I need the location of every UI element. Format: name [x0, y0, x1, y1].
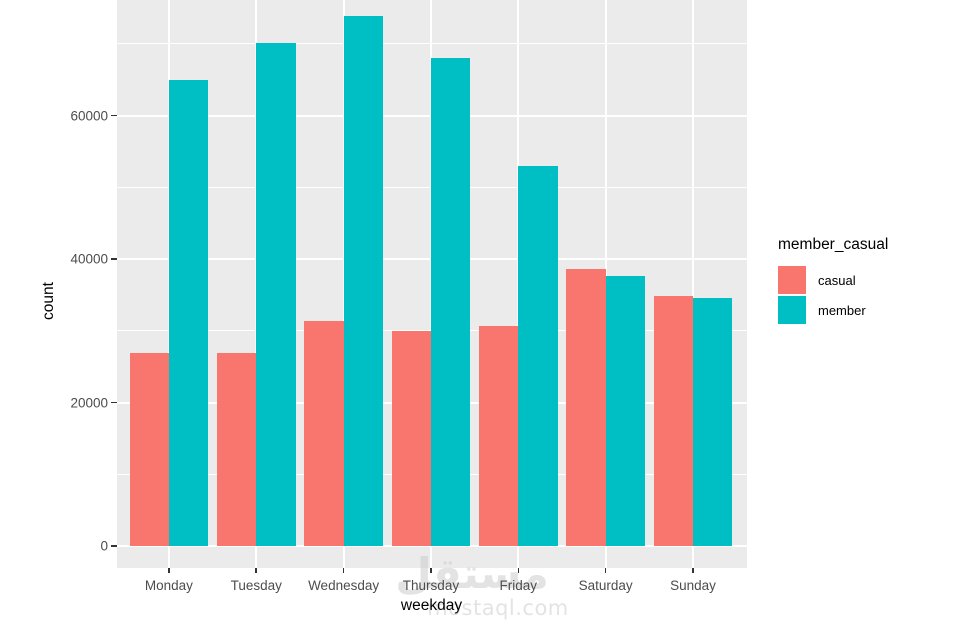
bar-casual-monday: [129, 352, 169, 546]
y-tick-mark-0: [111, 545, 117, 547]
x-tick-label-saturday: Saturday: [578, 578, 633, 593]
x-tick-mark-friday: [517, 568, 520, 573]
y-tick-label-40000: 40000: [70, 251, 108, 267]
legend-entry-casual: casual: [778, 266, 888, 294]
x-tick-mark-thursday: [430, 568, 432, 573]
x-tick-label-tuesday: Tuesday: [230, 578, 282, 593]
y-tick-mark-60000: [111, 114, 117, 117]
bar-member-saturday: [605, 276, 645, 546]
bar-casual-wednesday: [304, 321, 344, 546]
legend-title: member_casual: [778, 236, 889, 253]
y-tick-label-20000: 20000: [70, 394, 108, 410]
x-tick-label-thursday: Thursday: [402, 578, 460, 593]
x-tick-mark-wednesday: [342, 568, 345, 573]
bar-member-sunday: [693, 298, 733, 546]
x-tick-mark-tuesday: [255, 568, 258, 573]
bar-casual-tuesday: [216, 352, 257, 546]
gridline-x-sunday: [692, 0, 694, 568]
watermark-domain-text: mostaql.com: [427, 596, 569, 620]
y-tick-label-0: 0: [100, 538, 108, 554]
y-tick-mark-40000: [111, 258, 117, 260]
x-tick-label-sunday: Sunday: [670, 578, 716, 593]
watermark-arabic-logo: مستقل: [395, 549, 549, 598]
legend: member_casual casual member: [778, 236, 888, 326]
legend-swatch-member: [778, 296, 806, 324]
x-tick-mark-monday: [168, 568, 170, 573]
x-tick-label-monday: Monday: [144, 578, 193, 593]
bar-member-tuesday: [256, 43, 296, 546]
x-tick-mark-sunday: [692, 568, 694, 573]
y-tick-mark-20000: [111, 401, 117, 404]
x-axis-title: weekday: [400, 597, 463, 614]
bar-casual-sunday: [653, 296, 693, 546]
bar-member-thursday: [430, 58, 471, 546]
y-axis-title: count: [40, 282, 57, 320]
bar-member-wednesday: [343, 16, 383, 546]
x-tick-label-friday: Friday: [499, 578, 538, 593]
bar-casual-thursday: [391, 330, 431, 546]
bar-member-monday: [168, 80, 209, 546]
x-tick-mark-saturday: [604, 568, 607, 573]
legend-entries: casual member: [778, 266, 888, 324]
bar-casual-friday: [479, 325, 519, 546]
legend-label-casual: casual: [818, 272, 856, 288]
plot-panel: [116, 0, 747, 568]
bar-casual-saturday: [566, 269, 606, 546]
legend-swatch-casual: [778, 266, 806, 294]
legend-entry-member: member: [778, 296, 888, 324]
x-tick-label-wednesday: Wednesday: [308, 578, 380, 593]
y-tick-label-60000: 60000: [70, 107, 108, 123]
legend-label-member: member: [818, 302, 866, 318]
bar-member-friday: [518, 165, 558, 546]
